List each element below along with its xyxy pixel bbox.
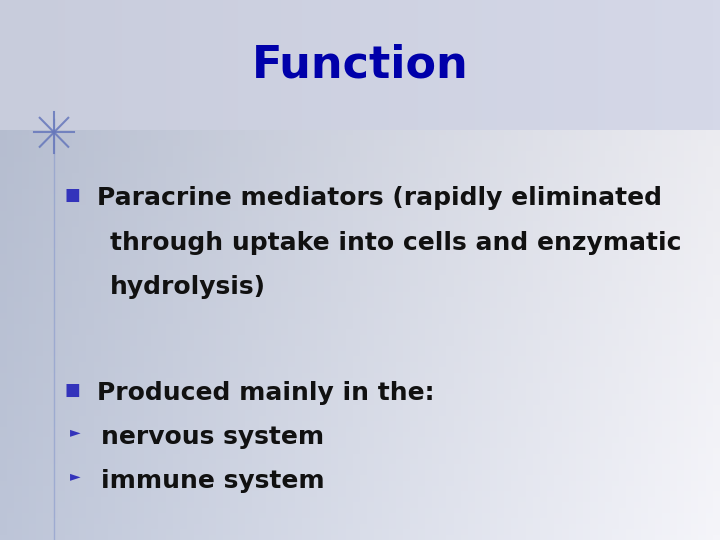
Text: Function: Function (251, 43, 469, 86)
Text: nervous system: nervous system (101, 425, 324, 449)
Text: immune system: immune system (101, 469, 325, 493)
Text: ►: ► (71, 425, 81, 439)
Text: ►: ► (71, 469, 81, 483)
Text: hydrolysis): hydrolysis) (110, 275, 266, 299)
Text: Produced mainly in the:: Produced mainly in the: (97, 381, 435, 404)
Text: ■: ■ (64, 186, 80, 204)
Text: ■: ■ (64, 381, 80, 399)
Text: Paracrine mediators (rapidly eliminated: Paracrine mediators (rapidly eliminated (97, 186, 662, 210)
Text: through uptake into cells and enzymatic: through uptake into cells and enzymatic (110, 231, 682, 254)
